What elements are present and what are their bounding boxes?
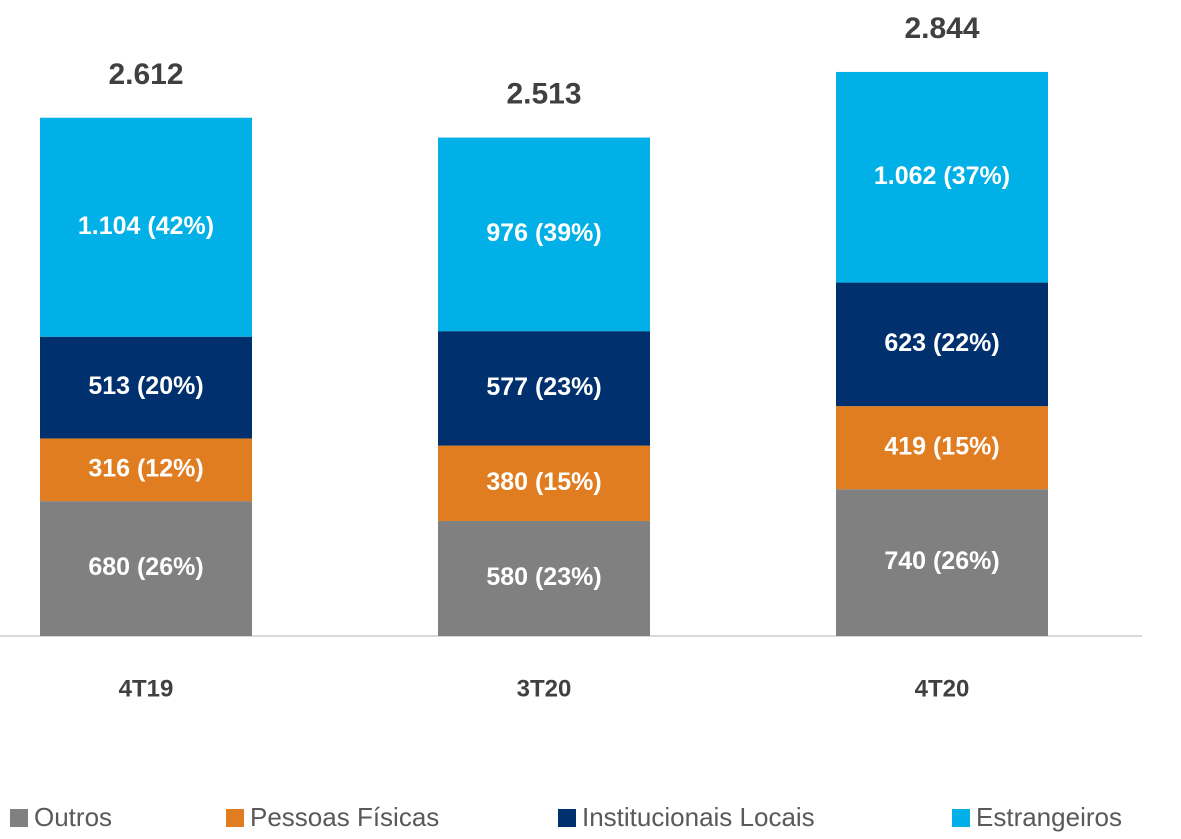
legend-swatch (226, 809, 244, 827)
value-label: 316 (12%) (88, 454, 203, 482)
value-label: 513 (20%) (88, 372, 203, 400)
bar-segment (836, 406, 1048, 490)
x-tick-label: 4T19 (119, 675, 174, 702)
bar-segment (836, 489, 1048, 636)
bar-segment (438, 520, 650, 636)
value-label: 1.062 (37%) (874, 162, 1010, 190)
legend-label: Pessoas Físicas (250, 802, 439, 832)
bar-segment (836, 282, 1048, 407)
value-label: 419 (15%) (884, 432, 999, 460)
legend-swatch (952, 809, 970, 827)
bar-segment (40, 501, 252, 636)
legend-label: Estrangeiros (976, 802, 1122, 832)
value-label: 740 (26%) (884, 547, 999, 575)
value-label: 680 (26%) (88, 553, 203, 581)
legend-swatch (10, 809, 28, 827)
value-label: 623 (22%) (884, 329, 999, 357)
bar-segment (40, 336, 252, 439)
value-label: 976 (39%) (486, 219, 601, 247)
bar-segment (40, 117, 252, 337)
total-label: 2.844 (904, 12, 979, 45)
value-label: 577 (23%) (486, 373, 601, 401)
total-label: 2.513 (506, 78, 581, 111)
legend-label: Outros (34, 802, 112, 832)
legend-swatch (558, 809, 576, 827)
bar-segment (40, 438, 252, 502)
legend-label: Institucionais Locais (582, 802, 815, 832)
value-label: 380 (15%) (486, 468, 601, 496)
value-label: 580 (23%) (486, 563, 601, 591)
bar-segment (836, 71, 1048, 283)
bar-segment (438, 331, 650, 446)
total-label: 2.612 (108, 58, 183, 91)
bar-segment (438, 137, 650, 332)
x-tick-label: 4T20 (915, 675, 970, 702)
value-label: 1.104 (42%) (78, 212, 214, 240)
x-tick-label: 3T20 (517, 675, 572, 702)
bar-segment (438, 445, 650, 521)
